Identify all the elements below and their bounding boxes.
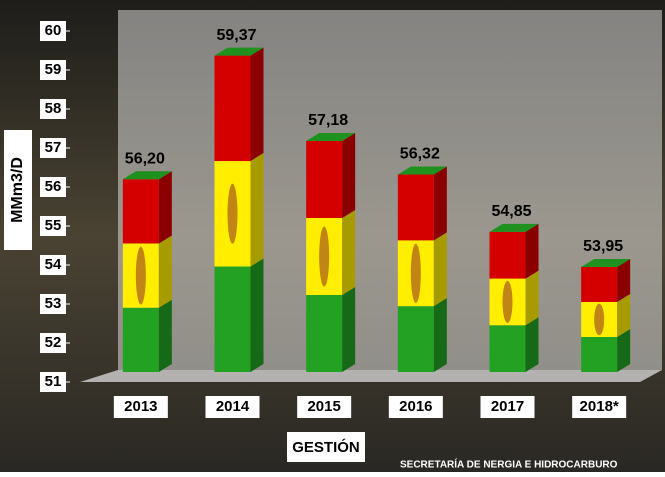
x-axis-label: GESTIÓN [292,438,360,456]
y-tick-label: 58 [45,100,62,117]
y-tick-box [40,294,66,314]
bar-top [489,223,539,232]
emblem [502,280,513,323]
value-label: 57,18 [308,112,348,129]
emblem [594,303,605,336]
x-tick-label: 2013 [124,398,157,415]
value-label: 59,37 [216,27,256,44]
value-label: 54,85 [491,203,531,220]
x-tick-box [113,396,168,418]
bar-segment [214,266,251,372]
x-tick-box [297,396,352,418]
y-tick-label: 60 [45,22,62,39]
y-tick-label: 52 [45,334,62,351]
bar-segment [122,179,159,244]
bar-segment [581,266,618,302]
bar-top [306,132,356,141]
bar-top [122,171,172,180]
bar-top [397,166,447,175]
bar-side [158,171,172,244]
bar-segment [214,55,251,162]
bar-side [617,258,631,302]
bar [214,47,264,372]
x-label-box [287,432,365,462]
bar-side [433,232,447,307]
y-tick-box [40,177,66,197]
bar-segment [489,325,526,372]
bar-side [617,293,631,337]
bar-top [581,258,631,267]
axis-label-box [4,130,32,250]
x-tick-box [388,396,443,418]
plot-wall [118,10,662,370]
x-tick-label: 2017 [491,398,524,415]
y-tick-label: 55 [45,217,62,234]
plot-floor [80,370,662,382]
y-tick-box [40,255,66,275]
y-tick-box [40,216,66,236]
y-tick-box [40,21,66,41]
x-tick-label: 2018* [580,398,619,415]
bar-segment [489,231,526,279]
emblem [410,243,421,303]
y-tick-box [40,333,66,353]
y-tick-box [40,372,66,392]
bar-side [525,270,539,326]
y-tick-label: 51 [45,373,62,390]
y-tick-box [40,138,66,158]
bar-side [158,299,172,372]
x-tick-box [572,396,627,418]
bar-segment [306,140,343,218]
emblem [227,183,238,244]
bar-side [433,298,447,372]
value-label: 53,95 [583,238,623,255]
emblem [135,246,146,305]
bar-side [250,47,264,162]
y-tick-box [40,60,66,80]
bar-side [250,153,264,267]
bar [397,166,447,372]
bar-segment [397,306,434,372]
y-tick-label: 56 [45,178,62,195]
y-tick-label: 53 [45,295,62,312]
x-tick-label: 2014 [216,398,250,415]
source: SECRETARÍA DE NERGIA E HIDROCARBURO [400,458,618,471]
bar-side [342,132,356,218]
x-tick-label: 2015 [307,398,340,415]
bar-side [433,166,447,241]
y-tick-box [40,99,66,119]
bar-segment [397,174,434,241]
bar-side [525,223,539,279]
bar [306,132,356,372]
y-tick-label: 54 [45,256,62,273]
y-axis-label: MMm3/D [9,157,26,223]
bar-side [617,328,631,372]
bar-segment [581,336,618,372]
bar [489,223,539,372]
bar-side [158,235,172,308]
x-tick-box [205,396,260,418]
bar-side [525,317,539,372]
y-tick-label: 59 [45,61,62,78]
bar-side [250,258,264,372]
x-tick-label: 2016 [399,398,432,415]
bar [122,171,172,372]
value-label: 56,20 [125,150,165,167]
emblem [319,226,330,287]
x-tick-box [480,396,535,418]
bar-side [342,286,356,372]
bar-side [342,209,356,295]
bar-segment [122,307,159,372]
bar-segment [306,294,343,372]
bar [581,258,631,372]
y-tick-label: 57 [45,139,62,156]
value-label: 56,32 [400,146,440,163]
bar-top [214,47,264,56]
